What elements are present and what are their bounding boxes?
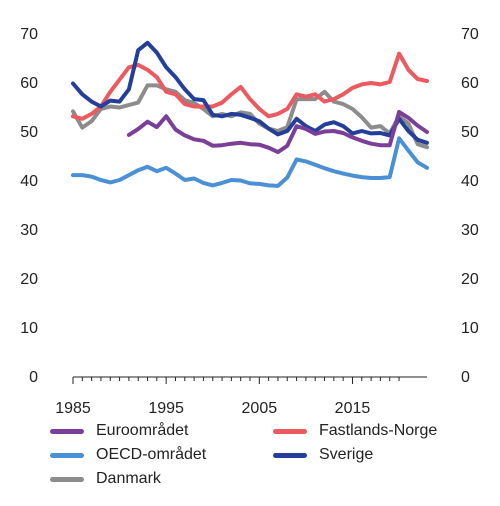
- y-tick-label-right: 20: [461, 271, 479, 288]
- y-tick-label-right: 40: [461, 173, 479, 190]
- legend-swatch-danmark: [50, 476, 84, 482]
- series-line-danmark: [71, 83, 429, 150]
- x-axis: 1985 1995 2005 2015: [55, 376, 427, 417]
- y-tick-label-left: 30: [20, 222, 38, 239]
- y-axis-right: 0 10 20 30 40 50 60 70: [461, 26, 479, 386]
- legend-swatch-sverige: [273, 452, 307, 458]
- y-tick-label-left: 40: [20, 173, 38, 190]
- series-line-fastlands-norge: [71, 51, 429, 121]
- y-axis-left: 0 10 20 30 40 50 60 70: [20, 26, 38, 386]
- legend-label-fastlands-norge: Fastlands-Norge: [319, 422, 438, 439]
- y-tick-label-left: 50: [20, 124, 38, 141]
- legend-label-oecd-omradet: OECD-området: [96, 446, 207, 463]
- y-tick-label-right: 30: [461, 222, 479, 239]
- y-tick-label-right: 10: [461, 320, 479, 337]
- y-tick-label-left: 60: [20, 75, 38, 92]
- series-line-sverige: [71, 40, 429, 145]
- legend-item-euroomradet: Euroområdet: [50, 422, 189, 440]
- y-tick-label-left: 20: [20, 271, 38, 288]
- line-chart: 0 10 20 30 40 50 60 70 0 10 20 30 40 50 60 70 1985 1995…: [20, 26, 479, 417]
- y-tick-label-right: 50: [461, 124, 479, 141]
- y-tick-label-right: 0: [461, 369, 470, 386]
- series-line-euroomradet: [126, 109, 429, 155]
- series-line-oecd-omradet: [71, 136, 429, 188]
- legend-item-fastlands-norge: Fastlands-Norge: [273, 422, 437, 440]
- y-tick-label-left: 0: [29, 369, 38, 386]
- legend-item-oecd-omradet: OECD-området: [50, 446, 206, 464]
- x-tick-label: 2015: [335, 400, 371, 417]
- y-tick-label-left: 10: [20, 320, 38, 337]
- legend-label-euroomradet: Euroområdet: [96, 422, 189, 439]
- legend: Euroområdet OECD-området Danmark Fastlan…: [0, 418, 500, 498]
- x-tick-label: 1985: [55, 400, 91, 417]
- legend-label-danmark: Danmark: [96, 470, 161, 487]
- legend-item-sverige: Sverige: [273, 446, 373, 464]
- legend-label-sverige: Sverige: [319, 446, 374, 463]
- y-tick-label-right: 60: [461, 75, 479, 92]
- legend-item-danmark: Danmark: [50, 470, 161, 488]
- y-tick-label-right: 70: [461, 26, 479, 43]
- x-tick-label: 2005: [242, 400, 278, 417]
- plot-area: [71, 40, 429, 188]
- y-tick-label-left: 70: [20, 26, 38, 43]
- legend-swatch-fastlands-norge: [273, 428, 307, 434]
- legend-swatch-euroomradet: [50, 428, 84, 434]
- x-tick-label: 1995: [148, 400, 184, 417]
- legend-swatch-oecd-omradet: [50, 452, 84, 458]
